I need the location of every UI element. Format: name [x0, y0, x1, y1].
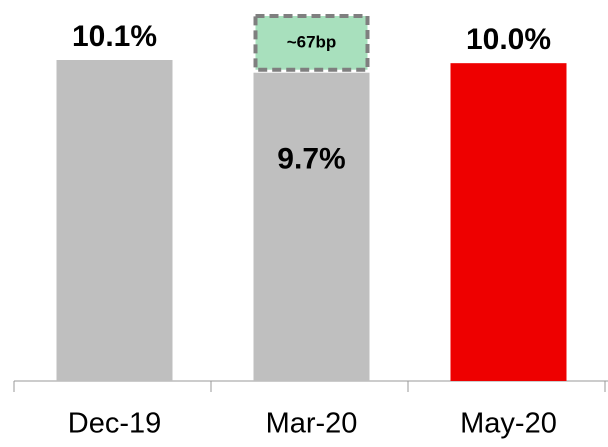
bar: [450, 63, 567, 381]
annotation-box: [253, 14, 370, 72]
bar: [56, 60, 173, 381]
value-label: 9.7%: [277, 143, 345, 176]
x-tick-label: Mar-20: [266, 408, 358, 440]
value-label: 10.1%: [72, 20, 157, 53]
annotation: ~67bp: [287, 32, 337, 51]
value-label: 10.0%: [466, 23, 551, 56]
bar: [253, 72, 370, 382]
x-tick-label: May-20: [460, 408, 557, 440]
x-tick-label: Dec-19: [68, 408, 162, 440]
